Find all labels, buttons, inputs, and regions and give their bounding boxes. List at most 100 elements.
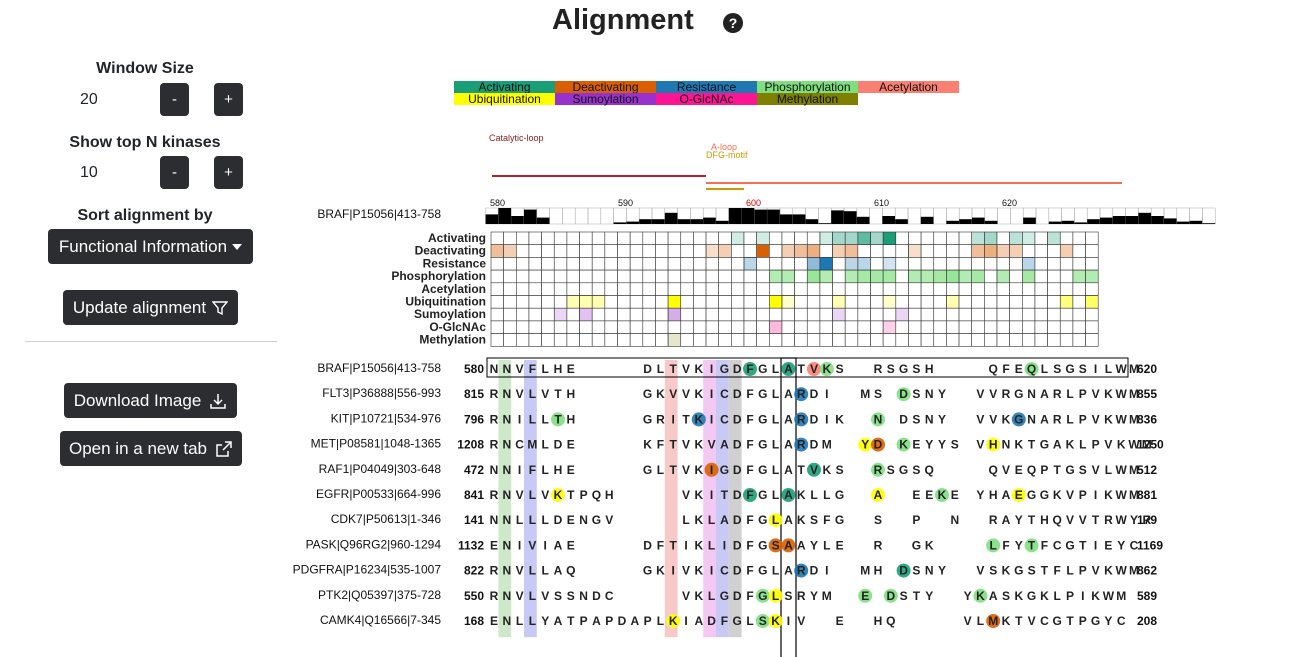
residue: V <box>976 564 984 578</box>
residue: T <box>721 488 729 502</box>
residue: P <box>1066 589 1074 603</box>
heatmap-cell <box>1085 320 1099 334</box>
heatmap-cell <box>490 282 504 296</box>
conservation-cell <box>626 207 640 225</box>
heatmap-row-label: O-GlcNAc <box>429 320 486 334</box>
residue: N <box>502 589 511 603</box>
conservation-cell <box>510 207 525 225</box>
heatmap-cell <box>806 333 821 347</box>
download-image-label: Download Image <box>73 390 202 410</box>
sort-dropdown[interactable]: Functional Information <box>48 229 253 264</box>
residue: E <box>1104 538 1112 552</box>
heatmap-cell <box>933 333 947 347</box>
heatmap-cell <box>705 295 719 309</box>
heatmap-cell <box>958 320 972 334</box>
residue: G <box>720 463 729 477</box>
residue: K <box>1002 614 1011 628</box>
ptm-marker <box>858 437 873 452</box>
help-icon[interactable]: ? <box>723 13 743 33</box>
residue: G <box>758 488 767 502</box>
heatmap-cell <box>1072 307 1086 322</box>
topn-increment-button[interactable]: + <box>214 156 243 189</box>
heatmap-cell <box>857 295 871 309</box>
heatmap-cell <box>718 257 732 271</box>
residue: Q <box>1027 463 1036 477</box>
residue: L <box>708 538 715 552</box>
heatmap-cell <box>908 333 922 347</box>
alignment-start-position: 580 <box>464 362 484 376</box>
heatmap-cell <box>908 307 922 322</box>
residue: K <box>835 412 844 426</box>
heatmap-cell <box>743 231 757 245</box>
heatmap-cell <box>642 320 656 334</box>
heatmap-cell <box>591 320 606 334</box>
heatmap-cell <box>1009 269 1023 284</box>
heatmap-cell <box>819 269 833 284</box>
residue: R <box>490 412 499 426</box>
heatmap-cell <box>566 333 580 347</box>
ptm-marker <box>768 614 783 628</box>
residue: K <box>694 488 703 502</box>
heatmap-cell <box>1072 282 1086 296</box>
heatmap-cell <box>591 333 606 347</box>
window-size-value[interactable]: 20 <box>80 91 98 108</box>
heatmap-cell <box>1034 320 1048 334</box>
heatmap-cell <box>781 231 795 245</box>
residue: P <box>1079 564 1087 578</box>
residue: Y <box>938 438 946 452</box>
heatmap-cell <box>756 244 770 258</box>
heatmap-cell <box>617 257 631 271</box>
residue: D <box>554 513 563 527</box>
residue: H <box>989 438 998 452</box>
topn-label: Show top N kinases <box>69 134 221 151</box>
heatmap-cell <box>655 307 669 322</box>
residue: G <box>899 463 908 477</box>
heatmap-cell <box>705 231 719 245</box>
residue: N <box>579 589 588 603</box>
residue: L <box>657 614 664 628</box>
conservation-cell <box>651 207 666 225</box>
conservation-bar <box>805 219 819 224</box>
heatmap-cell <box>667 269 682 284</box>
window-size-increment-button[interactable]: + <box>214 83 243 116</box>
residue: R <box>874 463 883 477</box>
ruler-tick-label: 580 <box>490 198 505 208</box>
heatmap-cell <box>629 282 644 296</box>
heatmap-cell <box>731 333 745 347</box>
residue: T <box>798 362 806 376</box>
residue: L <box>542 564 549 578</box>
residue: L <box>772 488 779 502</box>
update-alignment-button[interactable]: Update alignment <box>63 290 238 325</box>
residue: V <box>528 538 536 552</box>
residue: Y <box>1117 538 1125 552</box>
open-new-tab-button[interactable]: Open in a new tab <box>60 431 242 466</box>
topn-decrement-button[interactable]: - <box>160 156 189 189</box>
residue: D <box>810 387 819 401</box>
heatmap-cell <box>971 231 985 245</box>
residue: L <box>1105 463 1112 477</box>
heatmap-cell <box>541 244 555 258</box>
topn-value[interactable]: 10 <box>80 164 98 181</box>
alignment-start-position: 815 <box>464 387 484 401</box>
residue: L <box>977 614 984 628</box>
download-image-button[interactable]: Download Image <box>64 383 237 418</box>
alignment-row-label: CAMK4|Q16566|7-345 <box>320 613 441 627</box>
residue: I <box>1081 589 1084 603</box>
residue: Y <box>810 589 818 603</box>
residue: T <box>567 614 575 628</box>
residue: L <box>529 513 536 527</box>
alignment-end-position: 1169 <box>1137 538 1163 552</box>
residue: I <box>710 488 713 502</box>
residue: G <box>1014 412 1023 426</box>
heatmap-cell <box>1009 295 1023 309</box>
heatmap-cell <box>503 295 517 309</box>
window-size-decrement-button[interactable]: - <box>160 83 189 116</box>
alignment-start-position: 550 <box>464 589 484 603</box>
conservation-bar <box>664 212 678 224</box>
conservation-bar <box>1100 217 1113 224</box>
residue: A <box>720 513 729 527</box>
residue: N <box>502 463 511 477</box>
external-link-icon <box>216 440 232 457</box>
residue: S <box>951 438 959 452</box>
residue: D <box>618 614 627 628</box>
